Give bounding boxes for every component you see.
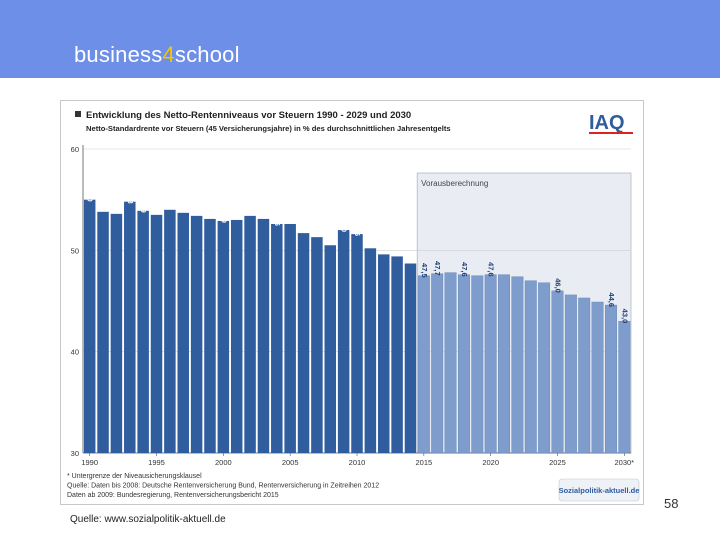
bar-label-2016: 47,7	[433, 261, 442, 276]
bar-label-2030: 43,0	[620, 309, 629, 324]
pension-level-chart: Entwicklung des Netto-Rentenniveaus vor …	[67, 110, 640, 502]
bar-label-2015: 47,5	[420, 263, 429, 278]
footnote-2: Daten ab 2009: Bundesregierung, Rentenve…	[67, 492, 279, 499]
footnote-0: * Untergrenze der Niveausicherungsklause…	[67, 473, 202, 480]
bar-label-2029: 44,6	[607, 292, 616, 307]
bar-2025	[551, 290, 564, 454]
watermark-badge	[558, 478, 640, 502]
y-tick-60: 60	[71, 145, 79, 154]
x-tick-0: 1990	[81, 458, 98, 467]
chart-subtitle: Netto-Standardrente vor Steuern (45 Vers…	[86, 124, 451, 133]
bar-2029	[605, 304, 617, 454]
bar-1993	[124, 201, 136, 453]
bar-label-2000: 52,9	[219, 208, 228, 223]
bar-1991	[97, 211, 109, 453]
bar-label-1993: 54,8	[126, 189, 135, 204]
brand-suffix: school	[174, 42, 240, 67]
title-bullet	[75, 111, 81, 117]
bar-1997	[177, 212, 189, 453]
x-tick-4: 2010	[349, 458, 366, 467]
bar-2018	[457, 274, 470, 454]
bar-2008	[324, 245, 337, 453]
bar-2004	[271, 223, 283, 453]
bar-2005	[284, 223, 296, 453]
bar-label-2010: 51,6	[353, 222, 362, 237]
bar-2028	[591, 301, 604, 454]
bar-2010	[351, 234, 363, 453]
x-tick-6: 2020	[482, 458, 499, 467]
source-text: Quelle: www.sozialpolitik-aktuell.de	[70, 514, 226, 525]
slide-number: 58	[664, 496, 679, 511]
bar-label-2020: 47,6	[487, 262, 496, 277]
bar-1992	[110, 213, 123, 453]
bar-1994	[137, 210, 149, 453]
bar-2021	[498, 274, 510, 454]
bar-2007	[311, 237, 323, 453]
bar-2023	[524, 280, 537, 454]
bar-2012	[377, 254, 390, 453]
x-tick-3: 2005	[282, 458, 299, 467]
bar-2006	[297, 233, 310, 453]
bar-label-2009: 52,0	[340, 217, 349, 232]
bar-2002	[244, 215, 256, 453]
bar-2022	[511, 276, 524, 454]
bar-label-2025: 46,0	[554, 278, 563, 293]
brand-prefix: business	[74, 42, 163, 67]
x-tick-5: 2015	[415, 458, 432, 467]
bar-1990	[83, 199, 96, 453]
header-band: business4school	[0, 0, 720, 78]
watermark-text: Sozialpolitik-aktuell.de	[559, 486, 640, 495]
bar-label-1990: 55,0	[86, 187, 95, 202]
bar-2014	[404, 263, 417, 453]
x-tick-1: 1995	[148, 458, 165, 467]
bar-2015	[417, 275, 430, 454]
bar-label-2004: 52,6	[273, 211, 282, 226]
y-tick-50: 50	[71, 246, 79, 255]
bar-1995	[150, 214, 163, 453]
bar-1998	[190, 215, 203, 453]
bar-2000	[217, 220, 230, 453]
x-tick-7: 2025	[549, 458, 566, 467]
y-tick-40: 40	[71, 348, 79, 357]
y-tick-30: 30	[71, 449, 79, 458]
bar-2020	[484, 274, 497, 454]
bar-1999	[204, 218, 216, 453]
bar-2001	[230, 219, 243, 453]
chart-frame: Entwicklung des Netto-Rentenniveaus vor …	[60, 100, 644, 505]
brand-logo-text: business4school	[74, 42, 240, 68]
bar-2013	[391, 256, 403, 453]
bar-label-1994: 53,9	[139, 198, 148, 213]
bar-2026	[564, 294, 577, 454]
x-tick-2: 2000	[215, 458, 232, 467]
iaq-logo-underline	[589, 132, 633, 134]
footnote-1: Quelle: Daten bis 2008: Deutsche Rentenv…	[67, 483, 379, 490]
bar-2017	[444, 272, 457, 454]
bar-2027	[578, 297, 591, 454]
x-tick-8: 2030*	[615, 458, 635, 467]
bar-2003	[257, 218, 270, 453]
chart-title: Entwicklung des Netto-Rentenniveaus vor …	[86, 110, 411, 121]
bar-2019	[471, 275, 484, 454]
bar-2009	[337, 230, 350, 453]
iaq-logo: IAQ	[589, 112, 625, 134]
bar-2024	[538, 282, 551, 454]
bar-label-2018: 47,6	[460, 262, 469, 277]
forecast-label: Vorausberechnung	[421, 179, 488, 188]
brand-number: 4	[162, 42, 175, 67]
bar-1996	[164, 209, 176, 453]
bar-2030	[618, 321, 631, 454]
bar-2016	[431, 273, 444, 454]
bar-2011	[364, 248, 377, 453]
